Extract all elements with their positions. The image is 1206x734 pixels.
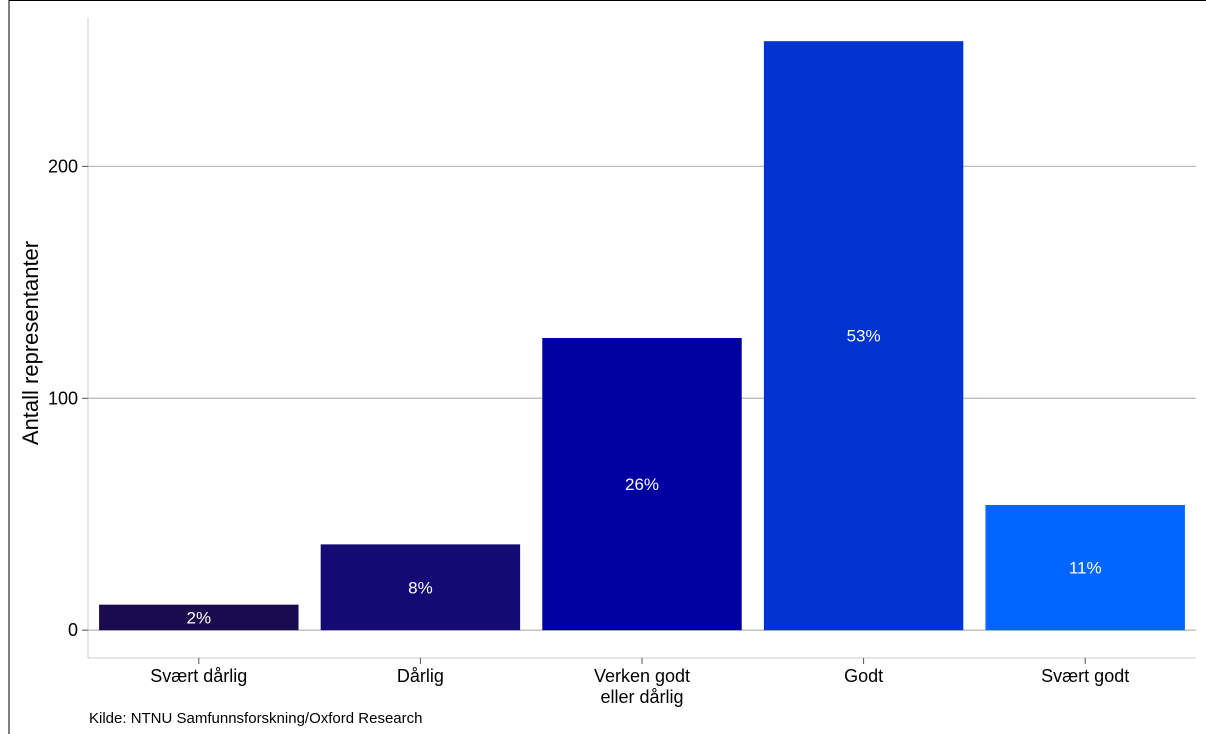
bars xyxy=(99,41,1185,631)
bar xyxy=(763,41,964,631)
bar-value-label: 2% xyxy=(187,608,212,627)
y-tick-label: 200 xyxy=(48,156,78,176)
bar-value-label: 53% xyxy=(847,327,881,346)
x-tick-label: Svært dårlig xyxy=(150,666,247,686)
bar xyxy=(542,338,742,631)
x-axis-ticks: Svært dårlig Dårlig Verken godt eller dårli… xyxy=(150,658,1129,707)
source-caption: Kilde: NTNU Samfunnsforskning/Oxford Res… xyxy=(89,710,423,727)
y-tick-label: 0 xyxy=(68,620,78,640)
bar-value-label: 11% xyxy=(1069,559,1102,578)
x-tick-label: Godt xyxy=(844,666,883,686)
bar xyxy=(99,604,299,631)
bar xyxy=(985,504,1185,631)
bar xyxy=(320,544,521,631)
x-tick-label: Dårlig xyxy=(397,666,444,686)
y-axis-ticks: 0 100 200 xyxy=(48,156,88,640)
x-tick-label: Svært godt xyxy=(1041,666,1129,686)
y-tick-label: 100 xyxy=(48,388,78,408)
y-axis-label: Antall representanter xyxy=(18,241,43,445)
bar-value-label: 8% xyxy=(408,578,433,597)
bar-value-label: 26% xyxy=(625,475,659,494)
x-tick-label: Verken godt eller dårlig xyxy=(594,666,690,707)
bar-value-labels: 2% 8% 26% 53% 11% xyxy=(187,327,1102,628)
chart-frame xyxy=(8,0,1206,734)
